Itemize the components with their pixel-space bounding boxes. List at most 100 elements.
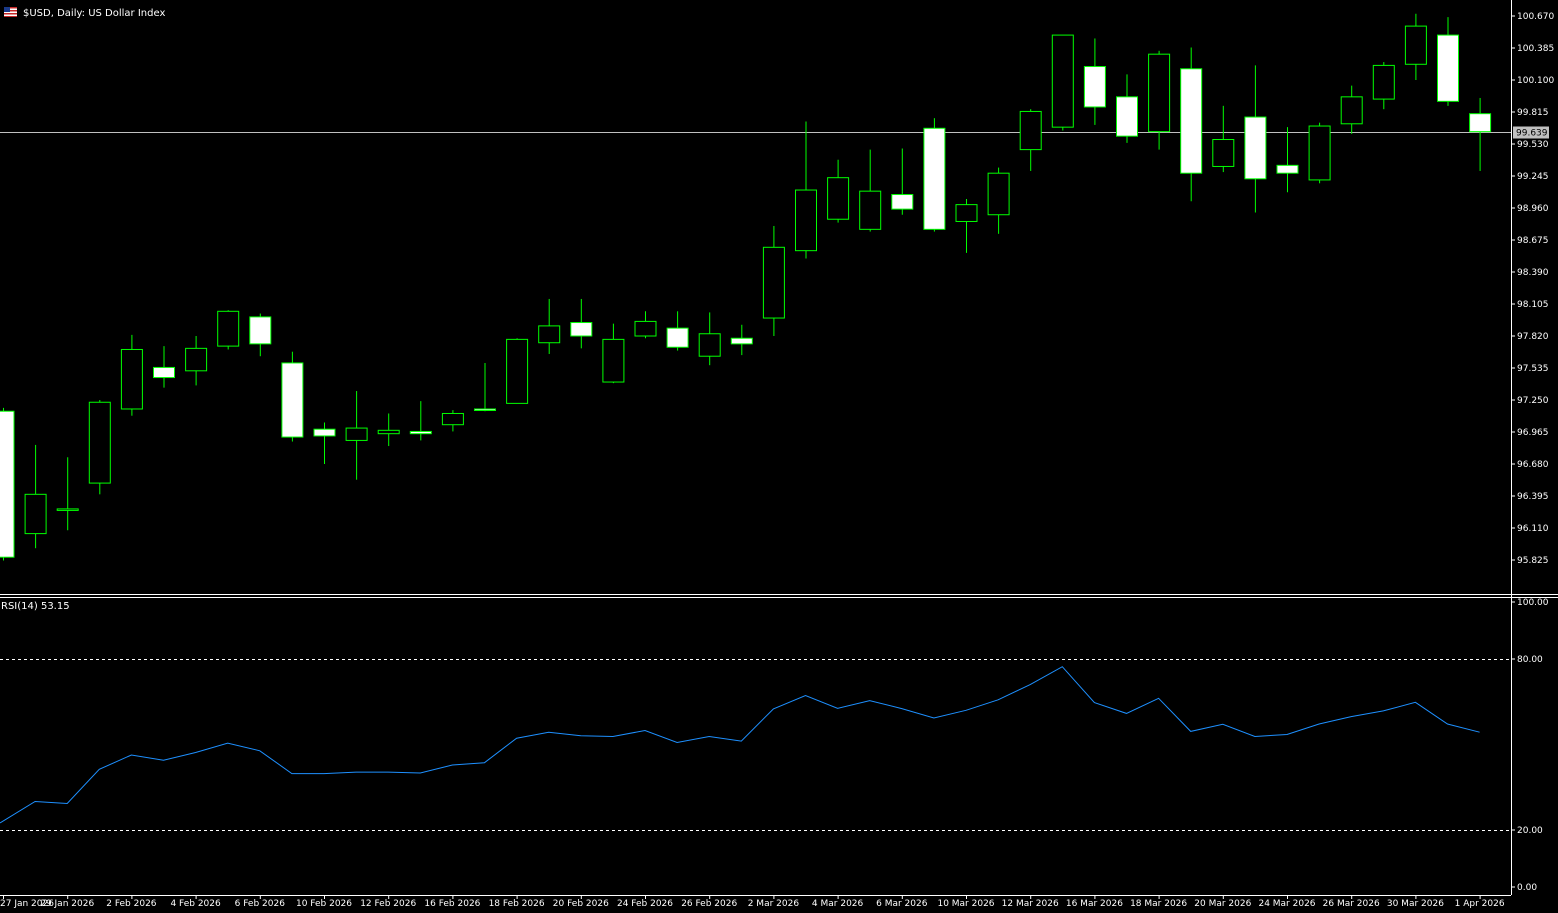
candle [506, 338, 529, 404]
time-tick-label: 2 Mar 2026 [748, 899, 800, 909]
candle [249, 313, 272, 357]
candle-body-bear [1469, 113, 1492, 133]
rsi-tick-label: 0.00 [1517, 883, 1537, 893]
time-tick-label: 10 Mar 2026 [937, 899, 994, 909]
chart-title: $USD, Daily: US Dollar Index [23, 8, 165, 19]
candle-body-bear [474, 408, 496, 411]
candle-body-bear [1437, 34, 1459, 102]
candle-body-bear [281, 362, 304, 438]
candle-body-bull [1404, 25, 1427, 65]
candle-body-bull [441, 412, 464, 426]
time-tick-label: 1 Apr 2026 [1455, 899, 1505, 909]
candle-body-bull [88, 401, 111, 484]
rsi-line [0, 666, 1480, 824]
candle [1051, 34, 1074, 131]
rsi-title: RSI(14) 53.15 [1, 601, 70, 612]
price-tick-label: 95.825 [1517, 556, 1549, 566]
candle [24, 444, 47, 549]
candle [441, 410, 464, 432]
candle-body-bear [313, 428, 336, 437]
time-tick-label: 18 Feb 2026 [489, 899, 545, 909]
candle [1180, 47, 1203, 202]
candle [185, 336, 208, 386]
rsi-series [0, 666, 1480, 824]
candle-body-bull [859, 190, 882, 230]
candle-body-bull [56, 508, 79, 511]
time-tick-label: 2 Feb 2026 [106, 899, 157, 909]
candle [762, 225, 785, 336]
candle-body-bull [120, 348, 143, 410]
time-tick-label: 27 Jan 2026 [0, 899, 54, 909]
price-tick-label: 100.670 [1517, 12, 1554, 22]
candle [1469, 97, 1492, 171]
time-tick-label: 12 Feb 2026 [360, 899, 416, 909]
time-tick-label: 18 Mar 2026 [1130, 899, 1187, 909]
candle-body-bull [827, 177, 850, 220]
time-tick-label: 20 Feb 2026 [553, 899, 609, 909]
candle-body-bear [570, 322, 593, 337]
candle [570, 298, 593, 349]
time-tick-label: 30 Mar 2026 [1387, 899, 1444, 909]
candle-body-bull [602, 338, 625, 383]
candle [281, 351, 304, 442]
candle [666, 311, 689, 351]
time-tick-label: 6 Feb 2026 [235, 899, 286, 909]
candle-body-bull [1372, 64, 1395, 100]
candle [1372, 62, 1395, 110]
price-tick-label: 100.100 [1517, 76, 1554, 86]
candle-body-bear [891, 194, 914, 210]
chart-header: $USD, Daily: US Dollar Index [4, 7, 165, 19]
time-tick-label: 20 Mar 2026 [1194, 899, 1251, 909]
candle [795, 121, 817, 259]
time-tick-label: 10 Feb 2026 [296, 899, 352, 909]
candle-body-bear [1083, 66, 1106, 108]
candle-body-bear [0, 410, 15, 558]
candle-body-bear [1180, 68, 1203, 174]
price-tick-label: 100.385 [1517, 44, 1554, 54]
candle-body-bull [1212, 139, 1235, 167]
price-tick-label: 99.245 [1517, 172, 1549, 182]
candle [987, 167, 1010, 234]
candle-body-bull [377, 429, 400, 435]
candle-body-bull [1308, 125, 1331, 181]
price-axis: 100.670 100.385 100.100 99.815 99.530 99.245 9… [1511, 12, 1554, 566]
time-tick-label: 4 Feb 2026 [170, 899, 221, 909]
price-tick-label: 98.105 [1517, 300, 1549, 310]
price-tick-label: 96.110 [1517, 524, 1549, 534]
us-flag-icon [4, 7, 17, 17]
candle [345, 391, 368, 480]
candle [538, 298, 561, 354]
candle-body-bull [1340, 96, 1363, 125]
candle-body-bull [762, 246, 785, 319]
candle [730, 324, 753, 356]
candle [698, 312, 721, 366]
candle-body-bull [1148, 53, 1171, 133]
price-tick-label: 98.675 [1517, 236, 1549, 246]
candle-body-bull [955, 204, 978, 222]
candle [1244, 65, 1267, 213]
price-tick-label: 96.395 [1517, 492, 1549, 502]
price-tick-label: 98.390 [1517, 268, 1549, 278]
time-tick-label: 24 Mar 2026 [1258, 899, 1315, 909]
price-tick-label: 96.965 [1517, 428, 1549, 438]
price-tick-label: 97.250 [1517, 396, 1549, 406]
candle [602, 323, 625, 384]
candle [891, 148, 914, 215]
price-tick-label: 98.960 [1517, 204, 1549, 214]
candle [0, 407, 15, 561]
candle [409, 401, 432, 441]
time-tick-label: 16 Feb 2026 [424, 899, 480, 909]
candle [88, 400, 111, 495]
time-tick-label: 4 Mar 2026 [812, 899, 864, 909]
candle [56, 457, 79, 531]
candle-body-bull [506, 338, 529, 404]
candle-body-bear [1116, 96, 1138, 137]
candle [1212, 105, 1235, 173]
candle [474, 362, 496, 412]
candle [1340, 85, 1363, 134]
time-tick-label: 29 Jan 2026 [40, 899, 94, 909]
price-tick-label: 97.820 [1517, 332, 1549, 342]
